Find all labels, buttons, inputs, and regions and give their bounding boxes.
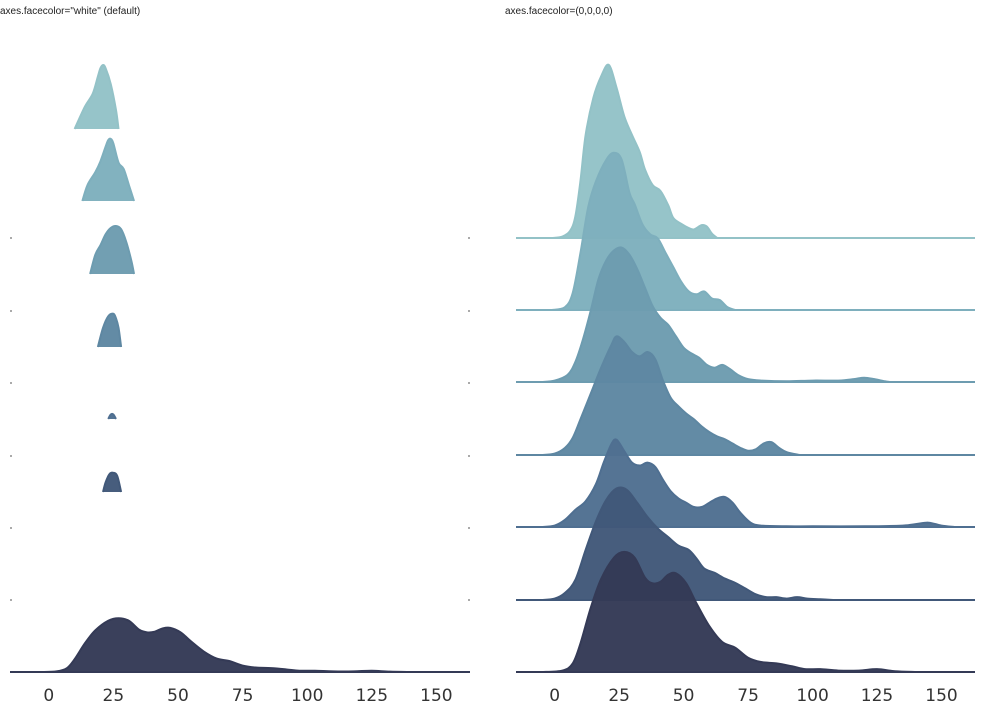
ridge-outline bbox=[541, 550, 916, 673]
ridge-group bbox=[516, 63, 975, 673]
x-tick-label: 125 bbox=[861, 686, 893, 706]
ridge-area bbox=[82, 138, 135, 201]
ridge-6 bbox=[102, 471, 123, 493]
ridge-area bbox=[90, 225, 135, 274]
ridge-outline bbox=[81, 137, 135, 202]
x-tick-label: 0 bbox=[549, 686, 560, 706]
ridge-4 bbox=[516, 335, 975, 456]
ridge-outline bbox=[107, 412, 117, 420]
x-axis-ticks: 0 25 50 75 100 125 150 bbox=[10, 237, 470, 706]
ridge-area bbox=[541, 551, 916, 672]
ridge-outline bbox=[541, 246, 891, 383]
x-tick-label: 50 bbox=[167, 686, 189, 706]
ridge-area bbox=[97, 313, 122, 347]
x-tick-label: 50 bbox=[673, 686, 695, 706]
ridge-outline bbox=[541, 486, 834, 601]
x-tick-label: 0 bbox=[43, 686, 54, 706]
x-tick-label: 75 bbox=[232, 686, 254, 706]
x-tick-label: 25 bbox=[608, 686, 630, 706]
ridge-area bbox=[108, 413, 116, 419]
x-tick-label: 125 bbox=[356, 686, 388, 706]
x-tick-label: 25 bbox=[103, 686, 125, 706]
x-tick-label: 75 bbox=[737, 686, 759, 706]
ridge-4 bbox=[96, 312, 123, 348]
ridge-1 bbox=[516, 63, 975, 239]
ridge-7 bbox=[10, 617, 470, 673]
ridge-7 bbox=[516, 550, 975, 673]
ridge-1 bbox=[73, 63, 120, 130]
ridge-outline bbox=[73, 63, 120, 130]
ridge-outline bbox=[102, 471, 123, 493]
ridge-5 bbox=[516, 438, 975, 528]
ridge-outline bbox=[89, 224, 136, 275]
x-axis-ticks: 0 25 50 75 100 125 150 bbox=[549, 686, 957, 706]
ridge-area bbox=[74, 65, 119, 129]
panel-title: axes.facecolor="white" (default) bbox=[0, 6, 140, 17]
ridge-5 bbox=[107, 412, 117, 420]
ridge-group bbox=[10, 63, 470, 673]
ridge-2 bbox=[81, 137, 135, 202]
x-tick-label: 150 bbox=[420, 686, 452, 706]
x-tick-label: 100 bbox=[796, 686, 828, 706]
ridge-outline bbox=[96, 312, 123, 348]
ridge-outline bbox=[40, 617, 411, 673]
ridge-area bbox=[541, 439, 955, 527]
ridge-outline bbox=[551, 63, 718, 239]
panel-title: axes.facecolor=(0,0,0,0) bbox=[505, 6, 613, 17]
ridge-3 bbox=[89, 224, 136, 275]
panel-transparent-facecolor: axes.facecolor=(0,0,0,0) 0 25 50 75 100 125 15… bbox=[505, 6, 975, 706]
ridge-area bbox=[541, 336, 800, 455]
panel-white-facecolor: axes.facecolor="white" (default) 0 25 50 75… bbox=[0, 6, 470, 706]
x-tick-label: 100 bbox=[291, 686, 323, 706]
ridge-outline bbox=[541, 335, 800, 456]
ridge-area bbox=[552, 152, 736, 310]
ridge-area bbox=[103, 472, 122, 492]
x-tick-label: 150 bbox=[925, 686, 957, 706]
ridge-area bbox=[41, 618, 411, 672]
ridge-outline bbox=[551, 151, 736, 311]
